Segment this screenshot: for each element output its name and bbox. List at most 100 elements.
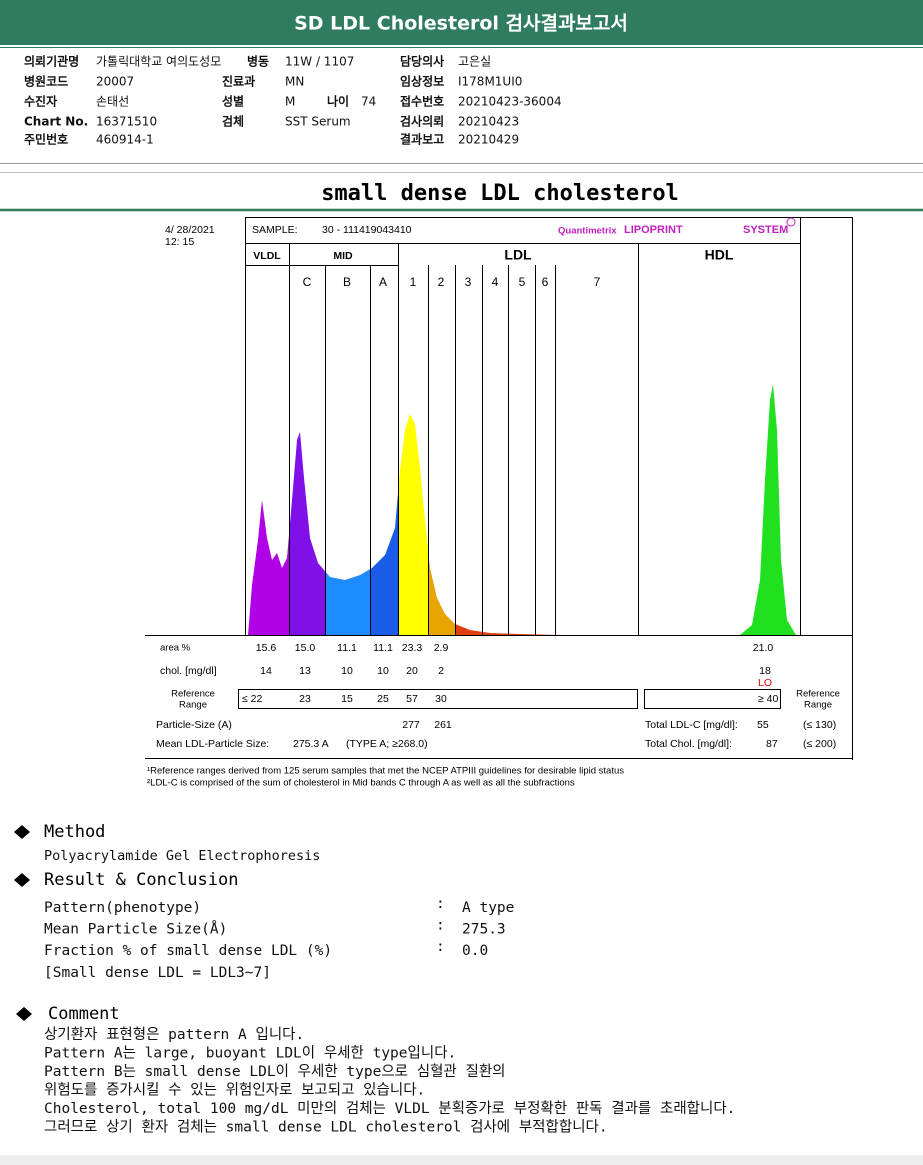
result-note: [Small dense LDL = LDL3~7]: [44, 965, 271, 981]
info-value: M: [285, 95, 295, 109]
chart-time: 12: 15: [165, 236, 194, 248]
info-value: 460914-1: [96, 133, 154, 147]
result-label: Fraction % of small dense LDL (%): [44, 943, 332, 959]
info-label: 성별: [222, 94, 244, 109]
row-label: area %: [160, 643, 191, 654]
area-value: 21.0: [753, 642, 774, 654]
result-value: 0.0: [462, 943, 488, 959]
particle-value: 277: [402, 719, 420, 731]
group-label: HDL: [705, 247, 734, 263]
footer-bar: [0, 1155, 923, 1165]
chol-value: 10: [341, 665, 353, 677]
registered-mark: [786, 217, 796, 227]
particle-value: 261: [434, 719, 452, 731]
band-label: 1: [410, 275, 417, 289]
total-value: 55: [757, 719, 769, 731]
row-label: Particle-Size (A): [156, 719, 232, 731]
system: SYSTEM: [743, 224, 788, 236]
result-separator: :: [436, 896, 445, 912]
reference-value: 23: [299, 693, 311, 705]
comment-line: 그러므로 상기 환자 검체는 small dense LDL cholester…: [44, 1119, 608, 1136]
reference-value: ≤ 22: [242, 693, 263, 705]
comment-line: Pattern A는 large, buoyant LDL이 우세한 type입…: [44, 1045, 456, 1062]
band-label: 6: [542, 275, 549, 289]
comment-line: Pattern B는 small dense LDL이 우세한 type으로 심…: [44, 1063, 506, 1080]
row-label: Reference: [171, 689, 215, 700]
result-value: A type: [462, 900, 514, 916]
section-heading: Result & Conclusion: [44, 870, 238, 890]
info-label: 수진자: [24, 94, 57, 109]
band-label: C: [303, 275, 312, 289]
chart-frame: [145, 217, 853, 760]
section-heading: Comment: [48, 1004, 120, 1024]
section-title: small dense LDL cholesterol: [321, 181, 679, 206]
reference-value: 15: [341, 693, 353, 705]
info-label: 임상정보: [400, 74, 444, 89]
result-label: Pattern(phenotype): [44, 900, 201, 916]
chol-value: 13: [299, 665, 311, 677]
info-value: SST Serum: [285, 115, 351, 129]
info-label: 진료과: [222, 74, 255, 89]
method-text: Polyacrylamide Gel Electrophoresis: [44, 848, 320, 864]
info-label: 나이: [327, 94, 349, 109]
group-label: MID: [333, 250, 353, 262]
info-label: 검사의뢰: [400, 114, 444, 129]
result-separator: :: [436, 918, 445, 934]
info-value: 20210423: [458, 115, 519, 129]
footnote: ²LDL-C is comprised of the sum of choles…: [147, 778, 575, 789]
band-label: 3: [465, 275, 472, 289]
brand: Quantimetrix: [558, 226, 617, 237]
info-value: MN: [285, 75, 304, 89]
electrophoresis-curve: [248, 384, 796, 635]
info-value: 20210429: [458, 133, 519, 147]
info-value: 74: [361, 95, 376, 109]
band-label: 5: [519, 275, 526, 289]
info-label: 검체: [222, 114, 244, 129]
info-label: 결과보고: [400, 132, 444, 147]
sample-id: 30 - 111419043410: [322, 224, 412, 236]
reference-value: 30: [435, 693, 447, 705]
area-value: 11.1: [373, 642, 393, 654]
group-label: LDL: [504, 247, 532, 263]
chol-value: 10: [377, 665, 389, 677]
row-label: Reference: [796, 689, 840, 700]
info-value: 고은실: [458, 55, 491, 69]
reference-value: 57: [406, 693, 418, 705]
info-value: 16371510: [96, 115, 157, 129]
info-label: 담당의사: [400, 54, 444, 69]
info-value: 가톨릭대학교 여의도성모: [96, 55, 221, 69]
info-label: 병동: [247, 54, 269, 69]
info-value: 20210423-36004: [458, 95, 562, 109]
bullet: [14, 873, 30, 887]
chol-flag: LO: [758, 677, 772, 689]
row-label: Range: [804, 700, 832, 711]
result-value: 275.3: [462, 922, 506, 938]
chol-value: 14: [260, 665, 272, 677]
reference-value: 25: [377, 693, 389, 705]
section-heading: Method: [44, 822, 105, 842]
info-label: Chart No.: [24, 115, 88, 129]
mean-value: 275.3 A: [293, 738, 329, 750]
comment-line: Cholesterol, total 100 mg/dL 미만의 검체는 VLD…: [44, 1100, 735, 1117]
info-label: 접수번호: [400, 94, 444, 109]
total-range: (≤ 200): [803, 738, 836, 750]
row-label: chol. [mg/dl]: [160, 665, 217, 677]
area-value: 11.1: [337, 642, 357, 654]
chol-value: 18: [759, 665, 771, 677]
result-separator: :: [436, 939, 445, 955]
result-label: Mean Particle Size(Å): [44, 921, 227, 938]
mean-type: (TYPE A; ≥268.0): [346, 738, 428, 750]
report-header-title: SD LDL Cholesterol 검사결과보고서: [294, 13, 628, 35]
sample-label: SAMPLE:: [252, 224, 298, 236]
row-label: Total LDL-C [mg/dl]:: [645, 719, 738, 731]
footnote: ¹Reference ranges derived from 125 serum…: [147, 766, 624, 777]
total-value: 87: [766, 738, 778, 750]
area-value: 2.9: [434, 642, 449, 654]
comment-line: 위험도를 증가시킬 수 있는 위험인자로 보고되고 있습니다.: [44, 1082, 425, 1099]
info-value: 11W / 1107: [285, 55, 354, 69]
bullet: [16, 1007, 32, 1021]
info-label: 주민번호: [24, 132, 68, 147]
area-value: 15.6: [256, 642, 277, 654]
chart-date: 4/ 28/2021: [165, 224, 215, 236]
